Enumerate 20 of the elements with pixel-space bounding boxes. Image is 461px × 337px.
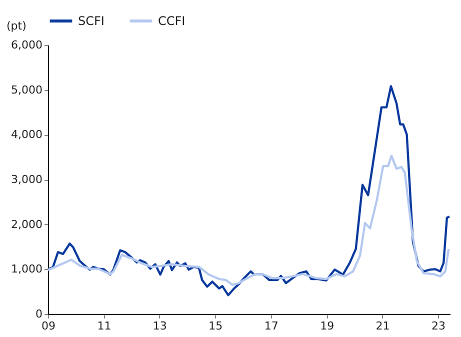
x-tick-label: 23 — [432, 320, 446, 332]
y-tick-label: 2,000 — [11, 218, 42, 231]
x-tick-label: 09 — [42, 320, 56, 332]
x-tick-label: 21 — [376, 320, 390, 332]
x-tick-label: 19 — [320, 320, 334, 332]
x-tick-label: 11 — [97, 320, 112, 332]
legend-label: SCFI — [78, 14, 104, 28]
x-tick-label: 17 — [264, 320, 278, 332]
y-tick-label: 1,000 — [11, 262, 42, 276]
line-series — [46, 85, 451, 296]
y-tick-label: 4,000 — [11, 128, 42, 142]
y-tick-label: 6,000 — [11, 38, 42, 52]
y-axis-title: (pt) — [6, 20, 26, 32]
x-tick-label: 15 — [208, 320, 223, 332]
x-tick-label: 13 — [152, 320, 167, 332]
legend-label: CCFI — [158, 14, 186, 28]
line-series — [46, 154, 450, 286]
y-tick-label: 0 — [36, 308, 42, 320]
y-tick-label: 5,000 — [11, 83, 42, 96]
y-tick-label: 3,000 — [11, 173, 42, 186]
